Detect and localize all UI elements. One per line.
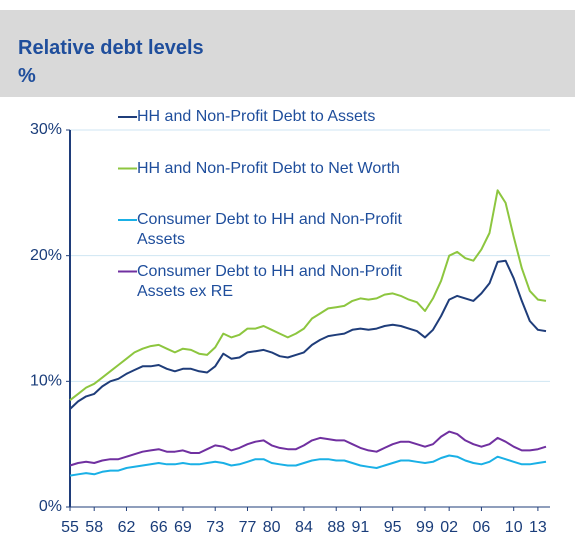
legend-label: HH and Non-Profit Debt to Net Worth [137,159,400,177]
chart-subtitle: % [18,65,36,87]
x-tick-label: 55 [61,519,79,536]
x-tick-label: 99 [416,519,434,536]
x-tick-label: 13 [529,519,547,536]
series-line [69,430,547,467]
y-tick-label: 0% [39,498,62,515]
legend-label: Consumer Debt to HH and Non-Profit Asset… [137,262,402,300]
x-tick-label: 66 [150,519,168,536]
x-tick-label: 02 [440,519,458,536]
x-tick-label: 80 [263,519,281,536]
y-tick-label: 10% [30,373,62,390]
header: Relative debt levels % [0,10,575,97]
x-tick-label: 06 [473,519,491,536]
legend-label: HH and Non-Profit Debt to Assets [137,108,376,125]
x-tick-label: 77 [239,519,257,536]
series-line [69,454,547,477]
chart-title: Relative debt levels [18,37,204,59]
x-tick-label: 58 [85,519,103,536]
x-tick-label: 73 [206,519,224,536]
legend-label: Consumer Debt to HH and Non-Profit Asset… [137,211,402,248]
x-tick-label: 69 [174,519,192,536]
y-tick-label: 30% [30,121,62,138]
x-tick-label: 84 [295,519,313,536]
x-tick-label: 95 [384,519,402,536]
x-tick-label: 88 [327,519,345,536]
series-line [69,189,547,401]
x-tick-label: 91 [352,519,370,536]
series-line [69,259,547,410]
x-tick-label: 62 [118,519,136,536]
x-tick-label: 10 [505,519,523,536]
y-tick-label: 20% [30,247,62,264]
